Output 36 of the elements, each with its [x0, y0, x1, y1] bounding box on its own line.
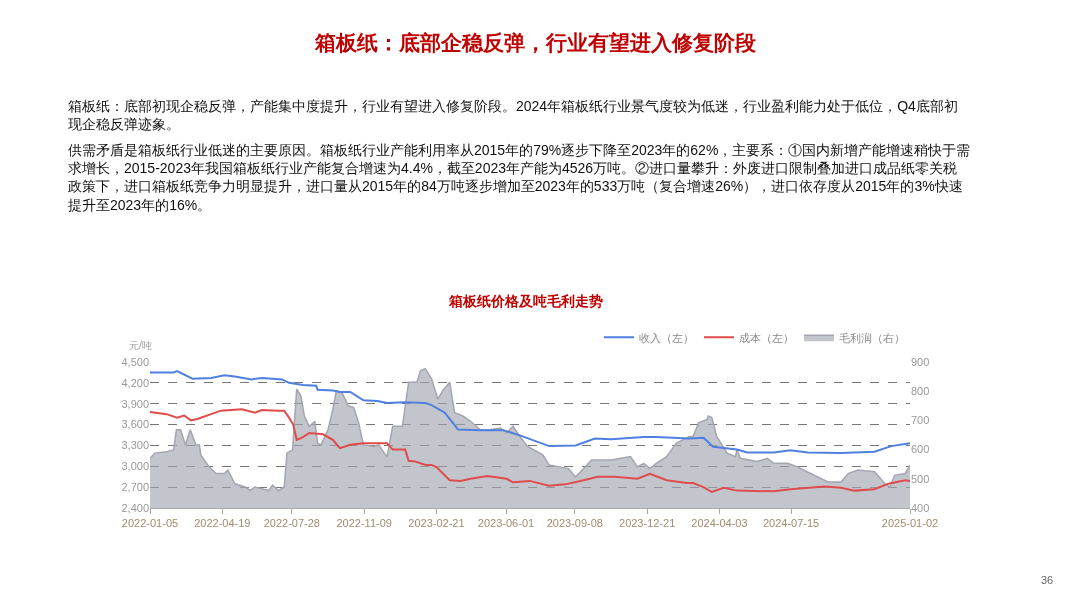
- text: 箱板纸：底部企稳反弹，行业有望进入修复阶段: [314, 31, 757, 54]
- y-tick-label: 4,500: [121, 355, 149, 368]
- x-tick-label: 2023-12-21: [619, 517, 676, 530]
- y-tick-label: 4,200: [121, 376, 149, 389]
- x-tick-label: 2023-02-21: [408, 517, 465, 530]
- legend-label: 收入（左）: [639, 331, 694, 344]
- x-tick-label: 2025-01-02: [881, 517, 939, 530]
- chart-title: 箱板纸价格及吨毛利走势: [448, 293, 603, 309]
- y2-tick-label: 400: [911, 501, 930, 514]
- y-tick-label: 3,900: [121, 397, 149, 410]
- x-tick-label: 2022-07-28: [263, 517, 320, 530]
- line-series: [150, 370, 910, 455]
- x-tick-label: 2022-01-05: [121, 517, 179, 530]
- x-tick-label: 2024-07-15: [762, 517, 820, 530]
- x-tick-label: 2023-09-08: [546, 517, 603, 530]
- y-tick-label: 3,300: [121, 439, 149, 452]
- x-tick-label: 2022-04-19: [194, 517, 251, 530]
- text: 箱板纸：底部初现企稳反弹，产能集中度提升，行业有望进入修复阶段。2024年箱板纸行业景气度较为低迷，行业盈利能力处于低位，Q4底部初现企稳反弹迹象。: [68, 98, 958, 133]
- y-axis-title: 元/吨: [129, 340, 152, 351]
- y2-tick-label: 700: [911, 414, 930, 427]
- legend-label: 毛利润（右）: [839, 331, 905, 344]
- y-tick-label: 3,600: [121, 418, 149, 431]
- line-series: [150, 408, 910, 494]
- legend-label: 成本（左）: [739, 331, 794, 344]
- y2-tick-label: 900: [911, 355, 930, 368]
- x-tick-label: 2022-11-09: [336, 517, 392, 530]
- x-tick-label: 2024-04-03: [691, 517, 748, 530]
- text: 供需矛盾是箱板纸行业低迷的主要原因。箱板纸行业产能利用率从2015年的79%逐步下降至2023年的62%，主要系：①国内新增产能增速稍快于需求增长，2015-2023年我国箱板纸行业产能复合增速为4.4%，截至2023年产能为4526万吨。②进口量攀升：外废进口限制叠加进口成品纸零关税政策下，进口箱板纸竞争力明显提升，进口量从2015年的84万吨逐步增加至2023年的533万吨（复合增速26%），进口依存度从2015年的3%快速提升至2023年的16%。: [68, 142, 971, 213]
- y-tick-label: 3,000: [121, 460, 149, 473]
- y2-tick-label: 600: [911, 443, 930, 456]
- y2-tick-label: 500: [911, 472, 930, 485]
- text: 36: [1041, 574, 1054, 586]
- y2-tick-label: 800: [911, 385, 930, 398]
- y-tick-label: 2,400: [121, 501, 149, 514]
- x-tick-label: 2023-06-01: [477, 517, 535, 530]
- y-tick-label: 2,700: [121, 480, 149, 493]
